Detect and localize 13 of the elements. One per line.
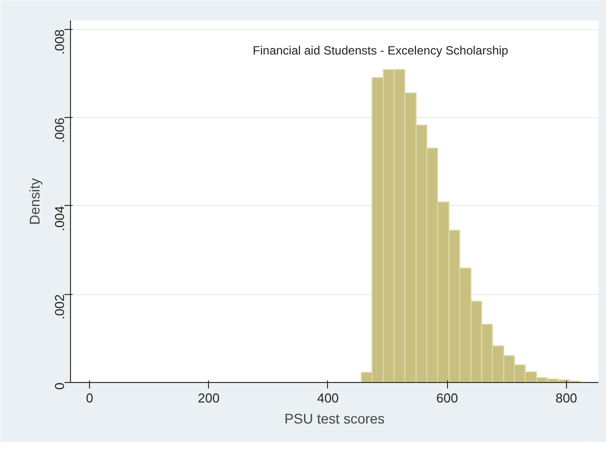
y-tick-label: 0 xyxy=(52,382,67,390)
y-tick-label: .004 xyxy=(52,206,67,232)
text: Financial aid Studensts - Excelency Scholarship xyxy=(252,44,509,58)
y-tick-label: .008 xyxy=(52,29,67,55)
x-tick-label: 200 xyxy=(198,390,220,406)
x-tick-label: 800 xyxy=(555,390,578,406)
x-axis-title: PSU test scores xyxy=(284,410,385,426)
x-tick-label: 0 xyxy=(86,390,94,406)
x-tick-label: 400 xyxy=(317,390,339,406)
y-axis-title: Density xyxy=(26,178,42,225)
x-tick-label: 600 xyxy=(436,390,458,406)
y-tick-label: .002 xyxy=(52,294,67,320)
y-tick-label: .006 xyxy=(52,118,67,143)
